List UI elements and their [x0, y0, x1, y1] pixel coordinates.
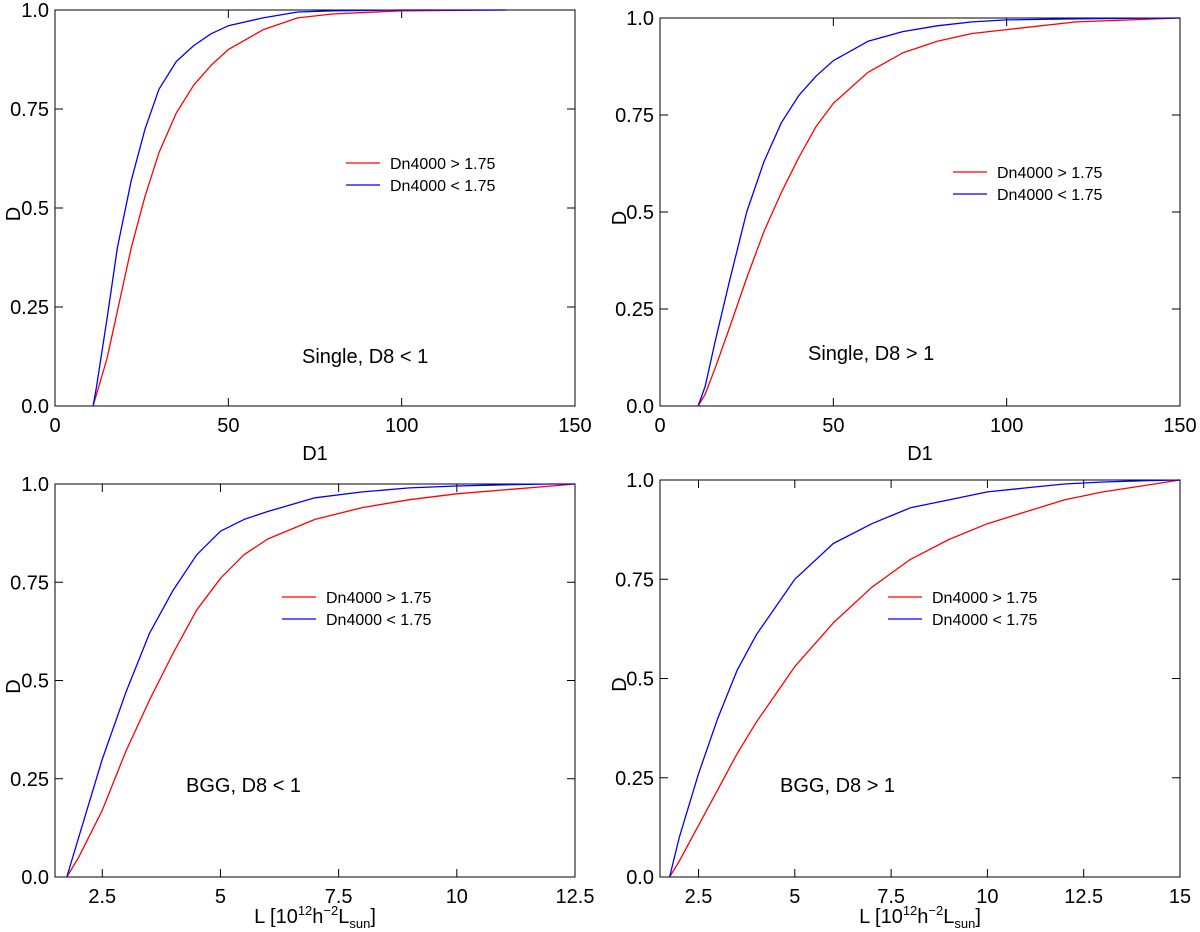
- x-tick-label: 0: [49, 415, 60, 437]
- x-tick-label: 100: [990, 415, 1023, 437]
- x-axis-label: D1: [907, 443, 933, 465]
- series-line-red: [92, 9, 506, 407]
- legend-label: Dn4000 > 1.75: [390, 156, 496, 173]
- legend-label: Dn4000 > 1.75: [932, 590, 1038, 607]
- y-tick-label: 0.75: [10, 99, 49, 121]
- panel-annotation: Single, D8 > 1: [808, 343, 934, 365]
- y-tick-label: 0.5: [626, 669, 654, 691]
- y-tick-label: 0.25: [615, 299, 654, 321]
- plot-frame: [54, 483, 576, 878]
- x-tick-label: 50: [217, 415, 239, 437]
- x-tick-label: 0: [654, 415, 665, 437]
- x-tick-label: 10: [976, 886, 998, 908]
- x-axis-label: L [1012h−2Lsun]: [859, 903, 981, 931]
- y-tick-label: 0.5: [21, 671, 49, 693]
- panel-annotation: Single, D8 < 1: [302, 346, 428, 368]
- y-tick-label: 0.75: [615, 105, 654, 127]
- x-tick-label: 7.5: [325, 886, 353, 908]
- legend-label: Dn4000 < 1.75: [997, 187, 1103, 204]
- y-tick-label: 0.75: [10, 572, 49, 594]
- x-axis-label: D1: [302, 443, 328, 465]
- panel-annotation: BGG, D8 > 1: [780, 775, 895, 797]
- y-tick-label: 1.0: [626, 8, 654, 30]
- series-line-blue: [92, 9, 506, 407]
- y-tick-label: 0.0: [626, 396, 654, 418]
- x-tick-label: 2.5: [88, 886, 116, 908]
- y-tick-label: 0.25: [615, 768, 654, 790]
- y-tick-label: 0.75: [615, 569, 654, 591]
- series-line-red: [669, 479, 1181, 878]
- x-axis-label: L [1012h−2Lsun]: [254, 903, 376, 931]
- y-tick-label: 0.0: [626, 867, 654, 889]
- x-tick-label: 100: [385, 415, 418, 437]
- y-tick-label: 0.0: [21, 396, 49, 418]
- legend-label: Dn4000 > 1.75: [997, 165, 1103, 182]
- x-tick-label: 150: [558, 415, 591, 437]
- chart-panel-top-right: 0 50 100 150 0.0 0.25 0.5 0.75 1.0 Dn4000 > 1.75 D…: [609, 8, 1197, 465]
- y-tick-label: 1.0: [21, 0, 49, 22]
- y-tick-label: 1.0: [626, 470, 654, 492]
- y-axis-label: D: [609, 677, 631, 691]
- series-line-blue: [668, 479, 1181, 878]
- x-tick-label: 10: [446, 886, 468, 908]
- series-line-blue: [697, 17, 1181, 407]
- y-tick-label: 0.25: [10, 297, 49, 319]
- panel-annotation: BGG, D8 < 1: [186, 775, 301, 797]
- series-line-blue: [66, 483, 575, 878]
- x-tick-label: 2.5: [685, 886, 713, 908]
- legend-label: Dn4000 > 1.75: [326, 590, 432, 607]
- chart-panel-bottom-right: 2.5 5 7.5 10 12.5 15 0.0 0.25 0.5 0.75 1.0 Dn4000 >…: [609, 470, 1191, 931]
- x-tick-label: 12.5: [1064, 886, 1103, 908]
- chart-panel-bottom-left: 2.5 5 7.5 10 12.5 0.0 0.25 0.5 0.75 1.0 Dn4000 > 1…: [3, 474, 594, 931]
- chart-panel-top-left: 0 50 100 150 0.0 0.25 0.5 0.75 1.0 Dn4000 > 1.75 D…: [3, 0, 592, 465]
- y-tick-label: 0.0: [21, 867, 49, 889]
- y-tick-label: 1.0: [21, 474, 49, 496]
- x-tick-label: 5: [215, 886, 226, 908]
- y-axis-label: D: [3, 679, 25, 693]
- y-tick-label: 0.5: [21, 198, 49, 220]
- x-tick-label: 7.5: [877, 886, 905, 908]
- plot-frame: [659, 479, 1181, 878]
- series-line-red: [697, 17, 1181, 407]
- x-tick-label: 50: [822, 415, 844, 437]
- series-line-red: [66, 483, 576, 878]
- y-tick-label: 0.5: [626, 202, 654, 224]
- x-tick-label: 15: [1169, 886, 1191, 908]
- legend-label: Dn4000 < 1.75: [932, 612, 1038, 629]
- x-tick-label: 12.5: [556, 886, 595, 908]
- y-axis-label: D: [3, 207, 25, 221]
- y-axis-label: D: [609, 211, 631, 225]
- legend-label: Dn4000 < 1.75: [326, 612, 432, 629]
- x-tick-label: 5: [789, 886, 800, 908]
- y-tick-label: 0.25: [10, 769, 49, 791]
- x-tick-label: 150: [1163, 415, 1196, 437]
- legend-label: Dn4000 < 1.75: [390, 178, 496, 195]
